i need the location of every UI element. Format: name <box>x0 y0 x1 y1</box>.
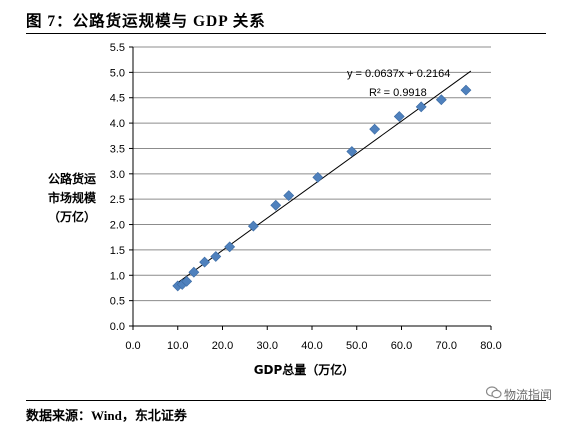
y-tick-label: 5.5 <box>110 42 125 54</box>
x-tick-label: 40.0 <box>301 340 322 352</box>
x-tick-label: 70.0 <box>436 340 457 352</box>
data-point <box>393 111 405 122</box>
y-tick-label: 0.0 <box>110 321 125 333</box>
data-points <box>172 84 472 292</box>
x-tick-label: 20.0 <box>212 340 233 352</box>
data-point <box>199 256 211 268</box>
y-tick-label: 2.0 <box>110 220 125 232</box>
x-tick-label: 50.0 <box>346 340 367 352</box>
y-tick-label: 3.0 <box>110 169 125 181</box>
y-axis-label-line: 公路货运 <box>47 172 96 186</box>
data-point <box>346 146 358 157</box>
data-point <box>224 241 236 253</box>
trendline-group <box>175 70 472 285</box>
data-point <box>210 251 222 262</box>
x-tick-label: 30.0 <box>257 340 278 352</box>
trendline <box>175 70 472 285</box>
x-axis-label: GDP总量（万亿） <box>253 363 355 377</box>
data-point <box>369 123 381 135</box>
x-tick-labels: 0.0 10.0 20.0 30.0 40.0 50.0 60.0 70.0 80.0 <box>125 340 501 352</box>
source-note: 数据来源：Wind，东北证券 <box>26 408 187 423</box>
y-tick-label: 3.5 <box>110 143 125 155</box>
y-tick-labels: 0.0 0.5 1.0 1.5 2.0 2.5 3.0 3.5 4.0 4.5 5.0 5.5 <box>110 42 125 333</box>
y-axis-label-line: 市场规模 <box>47 191 96 205</box>
x-tick-label: 10.0 <box>167 340 188 352</box>
y-tick-label: 5.0 <box>110 67 125 79</box>
y-tick-label: 1.5 <box>110 245 125 257</box>
data-point <box>188 266 200 278</box>
x-tick-label: 0.0 <box>125 340 140 352</box>
y-tick-label: 4.5 <box>110 93 125 105</box>
y-axis-label: 公路货运 市场规模 （万亿） <box>36 170 108 227</box>
y-tick-label: 4.0 <box>110 118 125 130</box>
data-point <box>312 171 324 183</box>
x-tick-label: 80.0 <box>480 340 501 352</box>
data-point <box>181 275 193 287</box>
data-point <box>435 94 447 106</box>
y-tick-label: 0.5 <box>110 296 125 308</box>
wechat-icon <box>485 386 502 402</box>
data-point <box>270 199 282 211</box>
y-tick-label: 1.0 <box>110 270 125 282</box>
trendline-equation: y = 0.0637x + 0.2164 <box>347 68 450 80</box>
x-tick-label: 60.0 <box>391 340 412 352</box>
data-point <box>283 190 295 202</box>
y-tick-label: 2.5 <box>110 194 125 206</box>
watermark: 物流指闻 <box>485 386 553 403</box>
axes <box>129 46 492 330</box>
title-rule <box>26 33 546 34</box>
data-point <box>415 101 427 113</box>
figure-title: 图 7：公路货运规模与 GDP 关系 <box>26 13 266 30</box>
gridlines <box>133 46 491 302</box>
y-axis-label-line: （万亿） <box>47 210 96 224</box>
data-point <box>460 84 472 96</box>
footer-rule <box>26 400 546 401</box>
watermark-text: 物流指闻 <box>504 388 553 402</box>
data-point <box>247 220 259 232</box>
r-squared-label: R² = 0.9918 <box>369 87 427 99</box>
